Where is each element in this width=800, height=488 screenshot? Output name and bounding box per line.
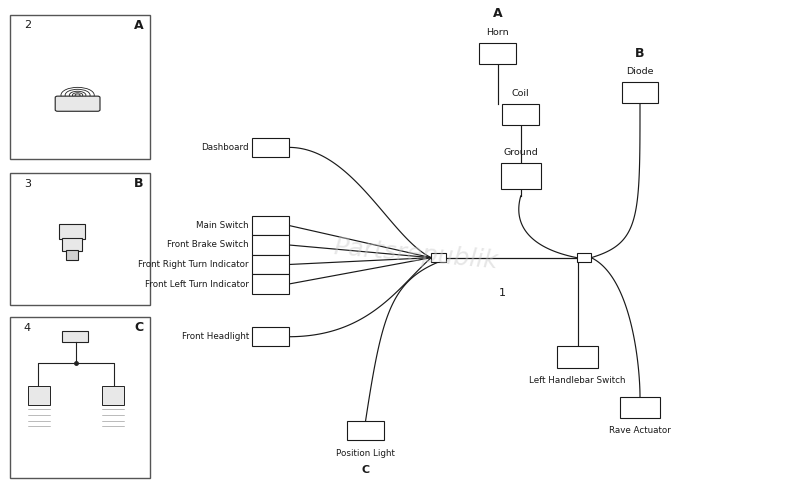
FancyBboxPatch shape [252, 327, 289, 346]
Text: C: C [362, 465, 370, 474]
FancyBboxPatch shape [252, 274, 289, 294]
Text: B: B [134, 177, 143, 190]
Text: B: B [635, 46, 645, 60]
Text: Dashboard: Dashboard [201, 143, 249, 152]
Text: Front Brake Switch: Front Brake Switch [167, 241, 249, 249]
FancyBboxPatch shape [252, 138, 289, 157]
FancyBboxPatch shape [620, 397, 660, 418]
FancyBboxPatch shape [62, 238, 82, 251]
Text: A: A [134, 19, 143, 32]
FancyBboxPatch shape [558, 346, 598, 368]
FancyBboxPatch shape [501, 163, 541, 188]
FancyBboxPatch shape [10, 15, 150, 159]
Text: 1: 1 [499, 288, 506, 298]
FancyBboxPatch shape [28, 386, 50, 405]
FancyBboxPatch shape [66, 250, 78, 260]
FancyBboxPatch shape [102, 386, 124, 405]
Text: Rave Actuator: Rave Actuator [609, 426, 671, 435]
FancyBboxPatch shape [59, 224, 85, 239]
Text: Front Left Turn Indicator: Front Left Turn Indicator [145, 280, 249, 288]
Text: Main Switch: Main Switch [196, 221, 249, 230]
FancyBboxPatch shape [252, 255, 289, 274]
Text: Left Handlebar Switch: Left Handlebar Switch [530, 376, 626, 385]
Text: Diode: Diode [626, 67, 654, 76]
FancyBboxPatch shape [622, 82, 658, 103]
Text: Partsrepublik: Partsrepublik [333, 235, 499, 273]
FancyBboxPatch shape [252, 235, 289, 255]
FancyBboxPatch shape [10, 173, 150, 305]
Text: Position Light: Position Light [336, 449, 395, 458]
FancyBboxPatch shape [577, 253, 591, 262]
Text: 2: 2 [24, 20, 30, 30]
FancyBboxPatch shape [10, 317, 150, 478]
Text: Coil: Coil [512, 89, 530, 98]
Text: A: A [493, 7, 502, 20]
FancyBboxPatch shape [479, 43, 516, 64]
Text: Horn: Horn [486, 28, 509, 37]
Text: Front Right Turn Indicator: Front Right Turn Indicator [138, 260, 249, 269]
Text: C: C [134, 321, 143, 334]
Text: 3: 3 [24, 179, 30, 189]
FancyBboxPatch shape [431, 253, 446, 262]
FancyBboxPatch shape [62, 331, 88, 342]
FancyBboxPatch shape [55, 96, 100, 111]
FancyBboxPatch shape [502, 104, 539, 125]
Text: 4: 4 [24, 323, 30, 333]
Text: Front Headlight: Front Headlight [182, 332, 249, 341]
Text: Ground: Ground [503, 148, 538, 157]
FancyBboxPatch shape [347, 421, 384, 440]
FancyBboxPatch shape [252, 216, 289, 235]
